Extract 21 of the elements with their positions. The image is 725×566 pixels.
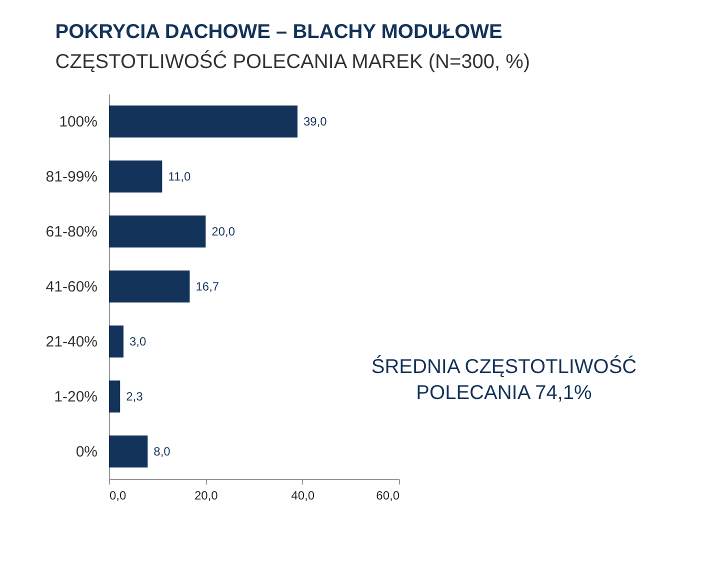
data-label: 11,0: [168, 170, 191, 184]
y-tick-label: 0%: [76, 444, 98, 460]
chart-title: POKRYCIA DACHOWE – BLACHY MODUŁOWE: [55, 21, 502, 43]
x-tick-label: 60,0: [376, 488, 400, 502]
y-tick-label: 21-40%: [46, 334, 98, 350]
data-label: 8,0: [154, 444, 171, 458]
chart-subtitle: CZĘSTOTLIWOŚĆ POLECANIA MAREK (N=300, %): [55, 50, 530, 73]
y-tick-label: 100%: [59, 114, 98, 130]
y-tick-label: 61-80%: [46, 224, 98, 240]
y-tick-label: 81-99%: [46, 168, 98, 186]
data-label: 2,3: [126, 390, 144, 404]
x-tick-label: 20,0: [194, 488, 218, 502]
data-label: 20,0: [212, 224, 236, 238]
data-label: 16,7: [196, 280, 220, 294]
y-tick-label: 41-60%: [46, 278, 98, 296]
data-label: 39,0: [304, 114, 328, 128]
data-label: 3,0: [130, 334, 147, 348]
x-tick-label: 40,0: [291, 488, 315, 502]
x-tick-label: 0,0: [110, 488, 127, 502]
annotation: ŚREDNIA CZĘSTOTLIWOŚĆ POLECANIA 74,1%: [371, 355, 637, 404]
y-tick-label: 1-20%: [54, 388, 98, 406]
